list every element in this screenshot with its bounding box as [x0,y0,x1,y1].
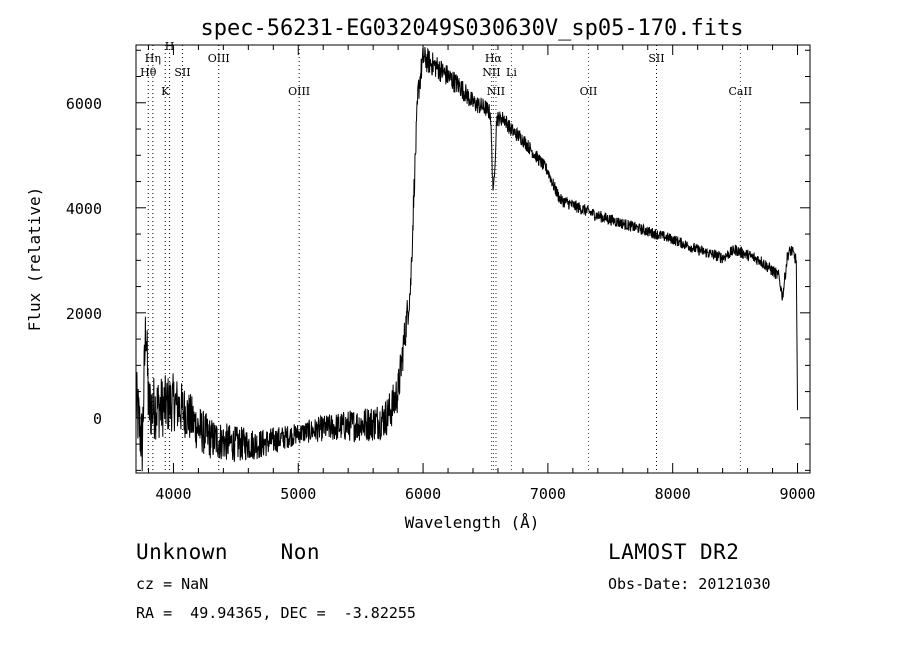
y-tick-label: 2000 [66,305,102,323]
spectral-line-label: Hη [145,52,161,65]
x-tick-label: 5000 [280,485,316,503]
y-axis-label: Flux (relative) [25,187,44,332]
y-tick-label: 6000 [66,95,102,113]
spectral-line-label: Hα [485,52,503,65]
spectral-line-label: NII [487,85,505,98]
spectral-lines-layer [147,45,741,473]
x-tick-label: 8000 [655,485,691,503]
obs-date-text: Obs-Date: 20121030 [608,575,771,593]
spectral-line-label: CaII [729,85,753,98]
x-axis-label: Wavelength (Å) [405,513,540,532]
spectral-line-label: OIII [208,52,230,65]
spectral-line-label: H [165,40,175,53]
spectral-line-label: Li [506,66,517,79]
x-axis-ticks: 4000 5000 6000 7000 8000 9000 [147,45,816,503]
object-class-text: Unknown Non [136,540,321,564]
y-tick-label: 4000 [66,200,102,218]
survey-text: LAMOST DR2 [608,540,740,564]
x-tick-label: 7000 [530,485,566,503]
ra-dec-text: RA = 49.94365, DEC = -3.82255 [136,604,416,622]
y-axis-ticks: 0 2000 4000 6000 [66,49,810,471]
spectral-line-label: Hθ [140,66,157,79]
spectral-line-label: SII [174,66,190,79]
spectral-line-label: NII [482,66,500,79]
cz-text: cz = NaN [136,575,209,593]
plot-frame [135,44,811,474]
chart-title: spec-56231-EG032049S030630V_sp05-170.fit… [200,16,743,41]
spectrum-line [135,47,798,472]
spectral-line-label: SII [648,52,664,65]
x-tick-label: 6000 [405,485,441,503]
spectral-line-label: OIII [288,85,310,98]
y-tick-label: 0 [93,410,102,428]
x-tick-label: 4000 [155,485,191,503]
spectral-line-label: OII [580,85,598,98]
x-tick-label: 9000 [779,485,815,503]
spectral-line-label: K [161,85,170,98]
